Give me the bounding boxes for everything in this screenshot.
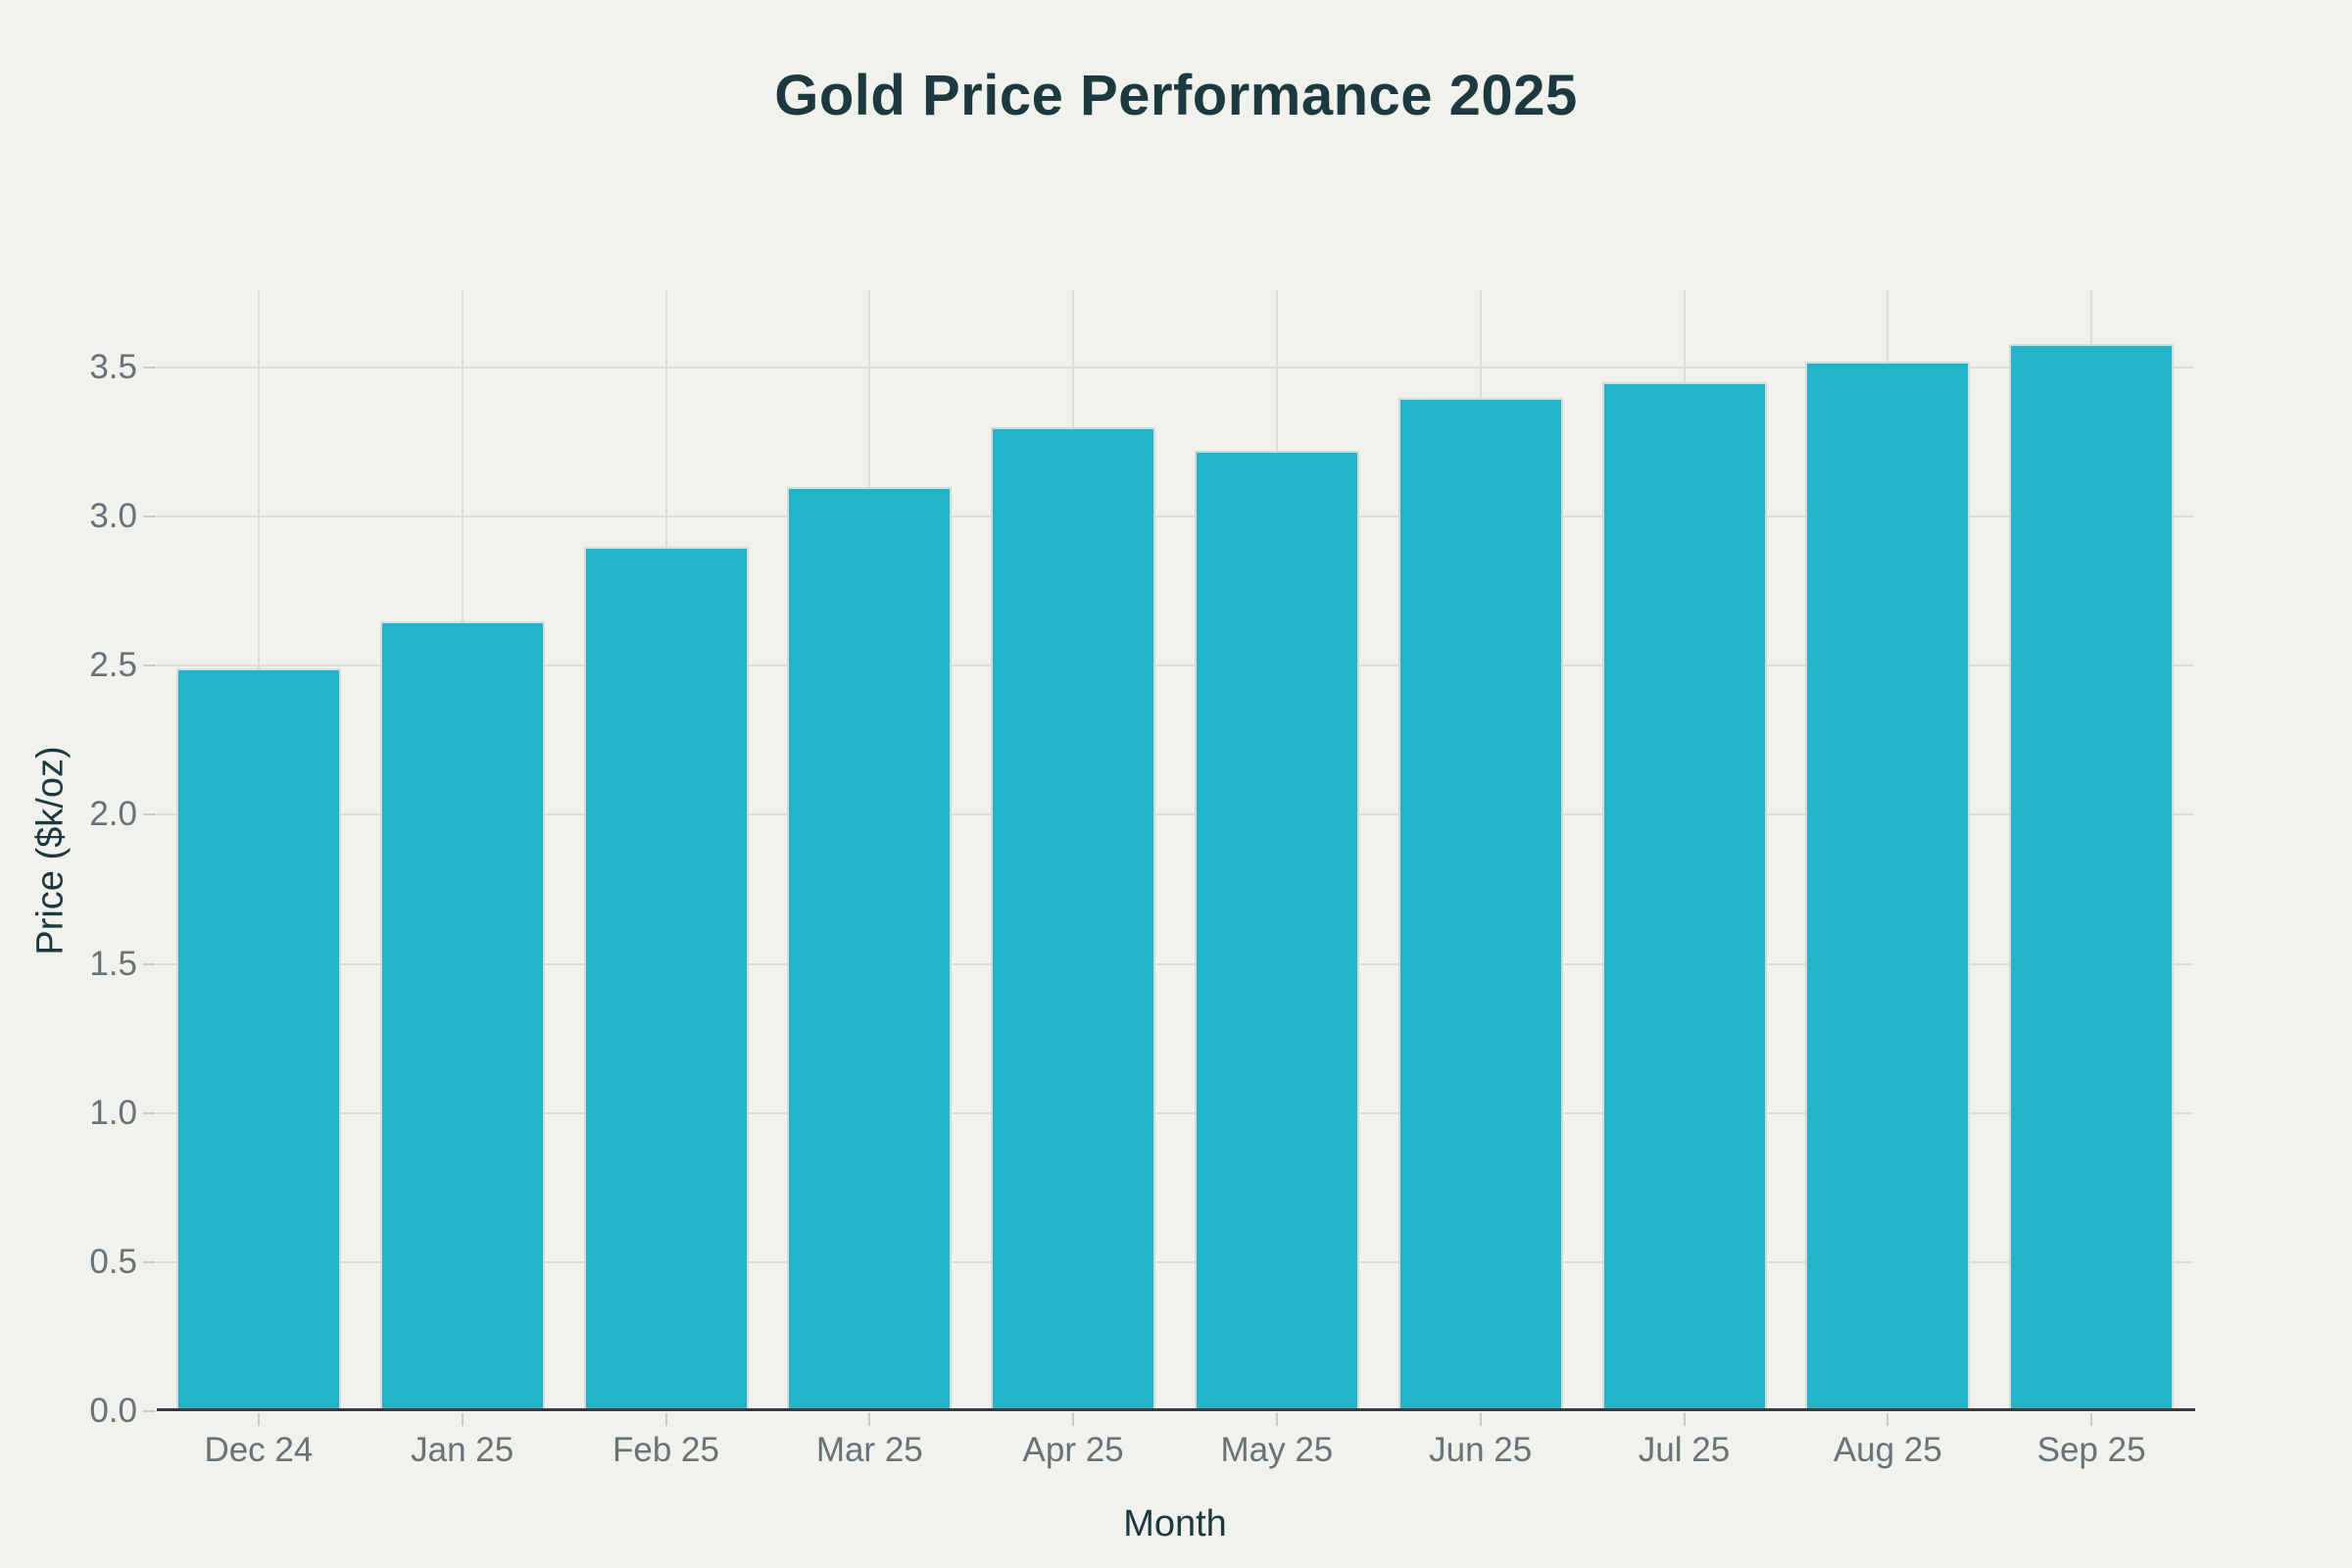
bar-jul-25 [1601, 382, 1767, 1411]
bar-may-25 [1194, 451, 1359, 1411]
y-tick-mark [143, 664, 156, 667]
y-tick-mark [143, 367, 156, 369]
y-tick-mark [143, 1260, 156, 1263]
x-tick-label-mar-25: Mar 25 [815, 1431, 923, 1469]
x-tick-mark [1886, 1413, 1889, 1426]
bar-dec-24 [175, 668, 341, 1411]
x-tick-mark [1275, 1413, 1278, 1426]
y-tick-label: 1.5 [89, 944, 137, 983]
x-tick-mark [664, 1413, 667, 1426]
bar-sep-25 [2009, 343, 2175, 1411]
y-gridline [157, 367, 2193, 369]
x-tick-label-feb-25: Feb 25 [612, 1431, 719, 1469]
x-tick-label-jun-25: Jun 25 [1429, 1431, 1533, 1469]
y-tick-mark [143, 962, 156, 965]
bar-apr-25 [991, 426, 1156, 1411]
x-tick-label-aug-25: Aug 25 [1833, 1431, 1942, 1469]
bar-jun-25 [1397, 397, 1563, 1411]
x-tick-label-jul-25: Jul 25 [1638, 1431, 1731, 1469]
x-tick-mark [1072, 1413, 1075, 1426]
x-axis-line [157, 1408, 2195, 1411]
y-tick-label: 3.5 [89, 348, 137, 387]
y-tick-mark [143, 1410, 156, 1412]
y-tick-mark [143, 515, 156, 518]
x-axis-title: Month [1123, 1503, 1227, 1544]
x-tick-mark [257, 1413, 260, 1426]
y-gridline [157, 664, 2193, 667]
y-gridline [157, 962, 2193, 965]
y-tick-label: 3.0 [89, 497, 137, 536]
y-gridline [157, 1111, 2193, 1114]
bar-mar-25 [787, 486, 953, 1411]
x-tick-mark [1683, 1413, 1686, 1426]
x-tick-label-apr-25: Apr 25 [1022, 1431, 1124, 1469]
x-tick-label-may-25: May 25 [1220, 1431, 1334, 1469]
y-tick-label: 0.0 [89, 1392, 137, 1430]
bar-aug-25 [1805, 362, 1971, 1411]
x-tick-mark [868, 1413, 871, 1426]
y-tick-label: 0.5 [89, 1242, 137, 1281]
bar-jan-25 [379, 620, 545, 1411]
y-tick-label: 2.5 [89, 646, 137, 685]
y-gridline [157, 515, 2193, 518]
x-tick-label-sep-25: Sep 25 [2036, 1431, 2146, 1469]
chart-title: Gold Price Performance 2025 [774, 64, 1578, 127]
y-tick-mark [143, 1111, 156, 1114]
x-tick-label-jan-25: Jan 25 [411, 1431, 514, 1469]
y-tick-mark [143, 813, 156, 816]
y-tick-label: 1.0 [89, 1093, 137, 1132]
x-tick-mark [2090, 1413, 2093, 1426]
bar-feb-25 [583, 546, 749, 1411]
y-gridline [157, 1260, 2193, 1263]
y-gridline [157, 813, 2193, 816]
x-tick-label-dec-24: Dec 24 [204, 1431, 314, 1469]
y-axis-title: Price ($k/oz) [29, 746, 72, 956]
x-tick-mark [1479, 1413, 1482, 1426]
y-tick-label: 2.0 [89, 795, 137, 834]
x-tick-mark [461, 1413, 464, 1426]
